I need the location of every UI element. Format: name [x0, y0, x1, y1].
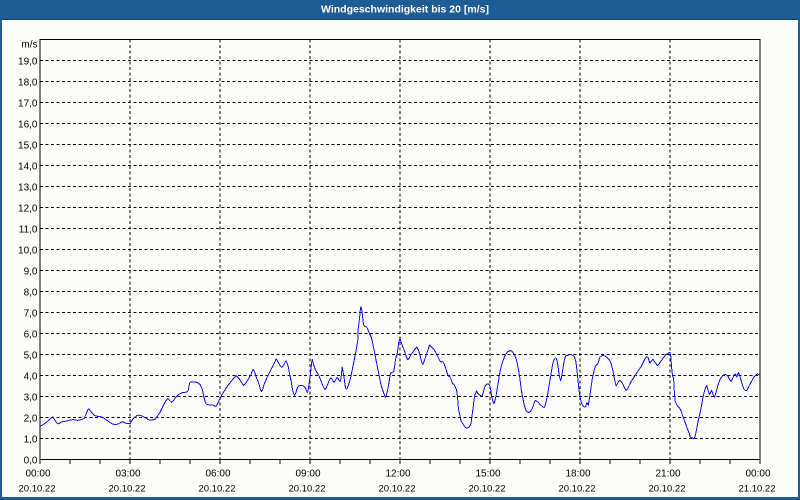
- svg-text:15,0: 15,0: [18, 140, 38, 151]
- svg-text:8,0: 8,0: [24, 287, 38, 298]
- svg-text:0,0: 0,0: [24, 455, 38, 466]
- svg-text:19,0: 19,0: [18, 56, 38, 67]
- svg-text:00:00: 00:00: [25, 468, 50, 479]
- svg-text:16,0: 16,0: [18, 119, 38, 130]
- svg-text:17,0: 17,0: [18, 98, 38, 109]
- svg-text:13,0: 13,0: [18, 182, 38, 193]
- svg-text:20.10.22: 20.10.22: [469, 484, 506, 495]
- svg-text:12,0: 12,0: [18, 203, 38, 214]
- svg-text:21:00: 21:00: [655, 468, 680, 479]
- svg-text:03:00: 03:00: [115, 468, 140, 479]
- svg-text:m/s: m/s: [21, 39, 37, 50]
- svg-text:20.10.22: 20.10.22: [109, 484, 146, 495]
- svg-text:20.10.22: 20.10.22: [559, 484, 596, 495]
- svg-text:20.10.22: 20.10.22: [649, 484, 686, 495]
- svg-text:21.10.22: 21.10.22: [739, 484, 776, 495]
- svg-text:4,0: 4,0: [24, 371, 38, 382]
- svg-text:09:00: 09:00: [295, 468, 320, 479]
- svg-text:5,0: 5,0: [24, 350, 38, 361]
- svg-text:20.10.22: 20.10.22: [289, 484, 326, 495]
- svg-text:20.10.22: 20.10.22: [379, 484, 416, 495]
- svg-text:14,0: 14,0: [18, 161, 38, 172]
- svg-text:15:00: 15:00: [475, 468, 500, 479]
- svg-text:2,0: 2,0: [24, 413, 38, 424]
- svg-text:18,0: 18,0: [18, 77, 38, 88]
- svg-text:12:00: 12:00: [385, 468, 410, 479]
- svg-text:20.10.22: 20.10.22: [19, 484, 56, 495]
- svg-text:3,0: 3,0: [24, 392, 38, 403]
- svg-text:9,0: 9,0: [24, 266, 38, 277]
- svg-text:1,0: 1,0: [24, 434, 38, 445]
- svg-text:20.10.22: 20.10.22: [199, 484, 236, 495]
- svg-text:10,0: 10,0: [18, 245, 38, 256]
- svg-text:18:00: 18:00: [565, 468, 590, 479]
- svg-text:6,0: 6,0: [24, 329, 38, 340]
- svg-text:Windgeschwindigkeit bis 20 [m/: Windgeschwindigkeit bis 20 [m/s]: [321, 3, 489, 15]
- svg-text:00:00: 00:00: [745, 468, 770, 479]
- svg-text:06:00: 06:00: [205, 468, 230, 479]
- svg-text:11,0: 11,0: [19, 224, 38, 235]
- svg-text:7,0: 7,0: [24, 308, 38, 319]
